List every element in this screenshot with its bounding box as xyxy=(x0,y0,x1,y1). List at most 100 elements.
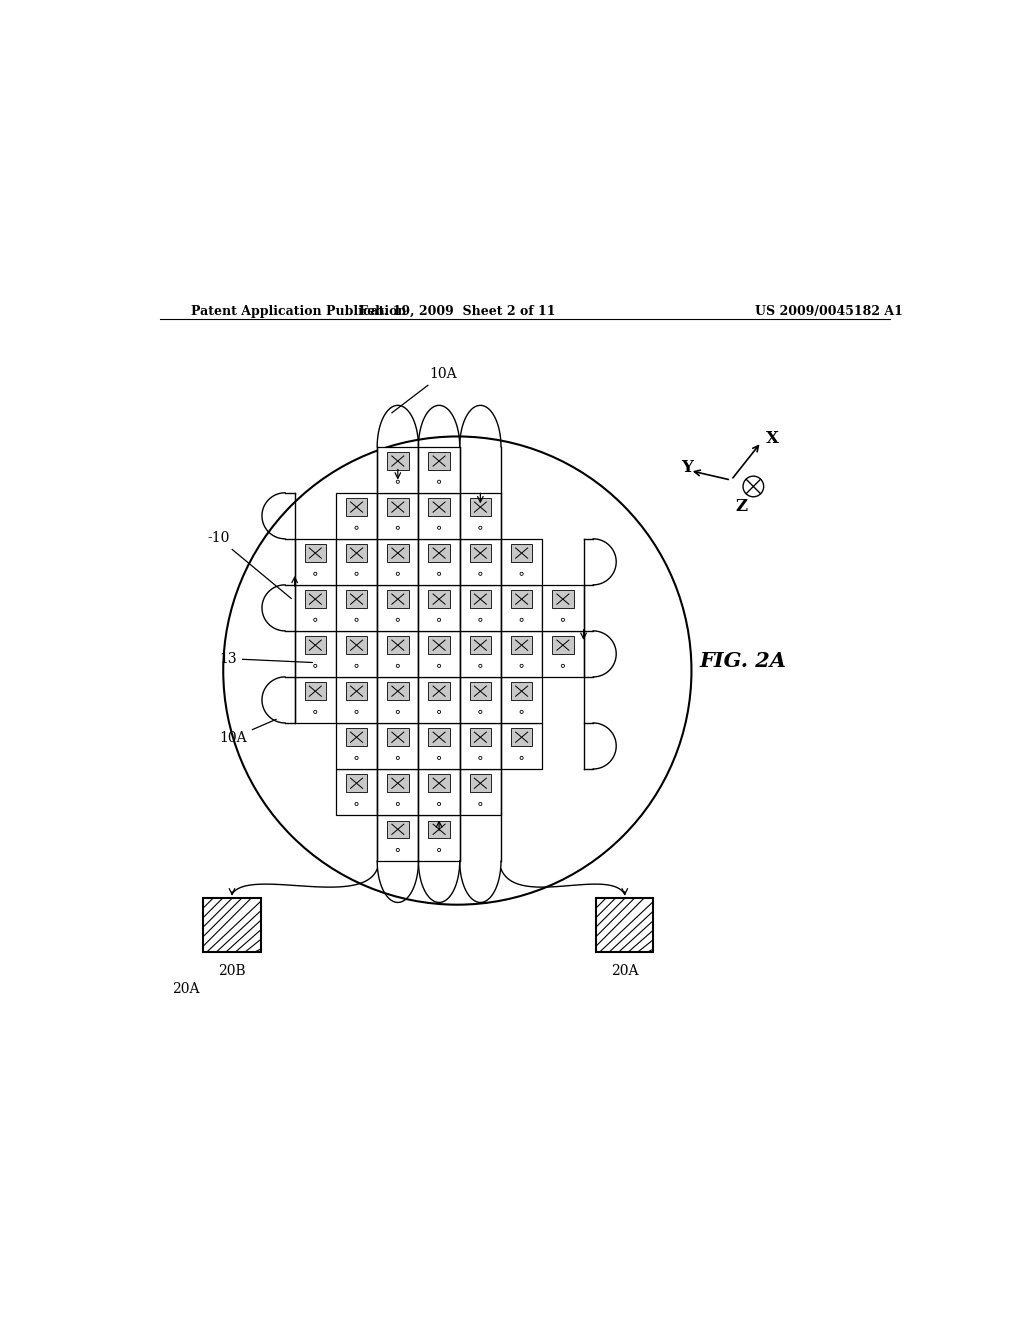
Text: US 2009/0045182 A1: US 2009/0045182 A1 xyxy=(755,305,903,318)
Bar xyxy=(336,492,377,539)
Bar xyxy=(387,775,409,792)
Bar xyxy=(419,770,460,814)
Text: Y: Y xyxy=(681,459,693,477)
Bar xyxy=(460,585,501,631)
Bar xyxy=(336,539,377,585)
Bar xyxy=(470,499,492,516)
Text: 10A: 10A xyxy=(392,367,457,413)
Bar xyxy=(470,775,492,792)
Text: 13: 13 xyxy=(219,652,312,665)
Bar xyxy=(419,814,460,861)
Text: 20A: 20A xyxy=(611,964,639,978)
Bar xyxy=(511,590,532,609)
Text: Feb. 19, 2009  Sheet 2 of 11: Feb. 19, 2009 Sheet 2 of 11 xyxy=(359,305,556,318)
Text: Patent Application Publication: Patent Application Publication xyxy=(191,305,407,318)
Bar xyxy=(346,682,368,700)
Bar xyxy=(470,729,492,746)
Bar xyxy=(501,631,543,677)
Bar xyxy=(428,453,450,470)
Bar xyxy=(501,539,543,585)
Bar xyxy=(387,682,409,700)
Bar xyxy=(460,677,501,723)
Bar xyxy=(460,539,501,585)
Bar xyxy=(470,636,492,653)
Bar xyxy=(346,544,368,562)
Bar xyxy=(295,631,336,677)
Bar xyxy=(470,590,492,609)
Text: Z: Z xyxy=(736,498,748,515)
Bar xyxy=(387,544,409,562)
Bar xyxy=(304,544,326,562)
Bar xyxy=(336,770,377,814)
Bar xyxy=(346,499,368,516)
Bar xyxy=(377,770,419,814)
Bar xyxy=(470,682,492,700)
Bar xyxy=(387,499,409,516)
Bar xyxy=(552,590,573,609)
Bar xyxy=(377,585,419,631)
Bar xyxy=(204,899,260,952)
Bar xyxy=(419,723,460,770)
Bar xyxy=(470,544,492,562)
Bar xyxy=(346,729,368,746)
Bar xyxy=(387,590,409,609)
Bar xyxy=(543,631,584,677)
Bar xyxy=(419,631,460,677)
Bar xyxy=(428,590,450,609)
Bar xyxy=(428,499,450,516)
Bar xyxy=(511,682,532,700)
Bar xyxy=(460,631,501,677)
Bar xyxy=(377,814,419,861)
Bar xyxy=(377,723,419,770)
Bar xyxy=(419,446,460,492)
Text: FIG. 2A: FIG. 2A xyxy=(699,651,786,671)
Bar xyxy=(377,492,419,539)
Bar xyxy=(346,775,368,792)
Bar xyxy=(304,636,326,653)
Bar xyxy=(336,631,377,677)
Bar xyxy=(336,677,377,723)
Bar xyxy=(419,492,460,539)
Bar xyxy=(428,636,450,653)
Bar xyxy=(387,729,409,746)
Bar xyxy=(377,677,419,723)
Text: 20B: 20B xyxy=(218,964,246,978)
Bar xyxy=(501,723,543,770)
Bar xyxy=(387,453,409,470)
Bar xyxy=(511,636,532,653)
Bar xyxy=(304,590,326,609)
Bar xyxy=(419,539,460,585)
Bar xyxy=(304,682,326,700)
Text: 20A: 20A xyxy=(172,982,200,997)
Bar xyxy=(428,729,450,746)
Bar xyxy=(428,775,450,792)
Bar xyxy=(511,544,532,562)
Bar xyxy=(428,821,450,838)
Bar xyxy=(511,729,532,746)
Bar xyxy=(419,677,460,723)
Bar xyxy=(460,492,501,539)
Bar xyxy=(336,723,377,770)
Bar xyxy=(346,636,368,653)
Bar xyxy=(387,821,409,838)
Bar xyxy=(428,544,450,562)
Bar xyxy=(419,585,460,631)
Bar xyxy=(596,899,653,952)
Bar xyxy=(295,539,336,585)
Text: 10A: 10A xyxy=(219,719,276,744)
Bar xyxy=(377,446,419,492)
Bar xyxy=(552,636,573,653)
Text: X: X xyxy=(766,430,779,447)
Bar xyxy=(295,585,336,631)
Bar xyxy=(336,585,377,631)
Bar xyxy=(428,682,450,700)
Bar xyxy=(295,677,336,723)
Bar xyxy=(377,631,419,677)
Bar xyxy=(460,770,501,814)
Bar xyxy=(387,636,409,653)
Text: -10: -10 xyxy=(207,531,291,598)
Bar xyxy=(377,539,419,585)
Bar xyxy=(346,590,368,609)
Bar xyxy=(501,585,543,631)
Bar xyxy=(543,585,584,631)
